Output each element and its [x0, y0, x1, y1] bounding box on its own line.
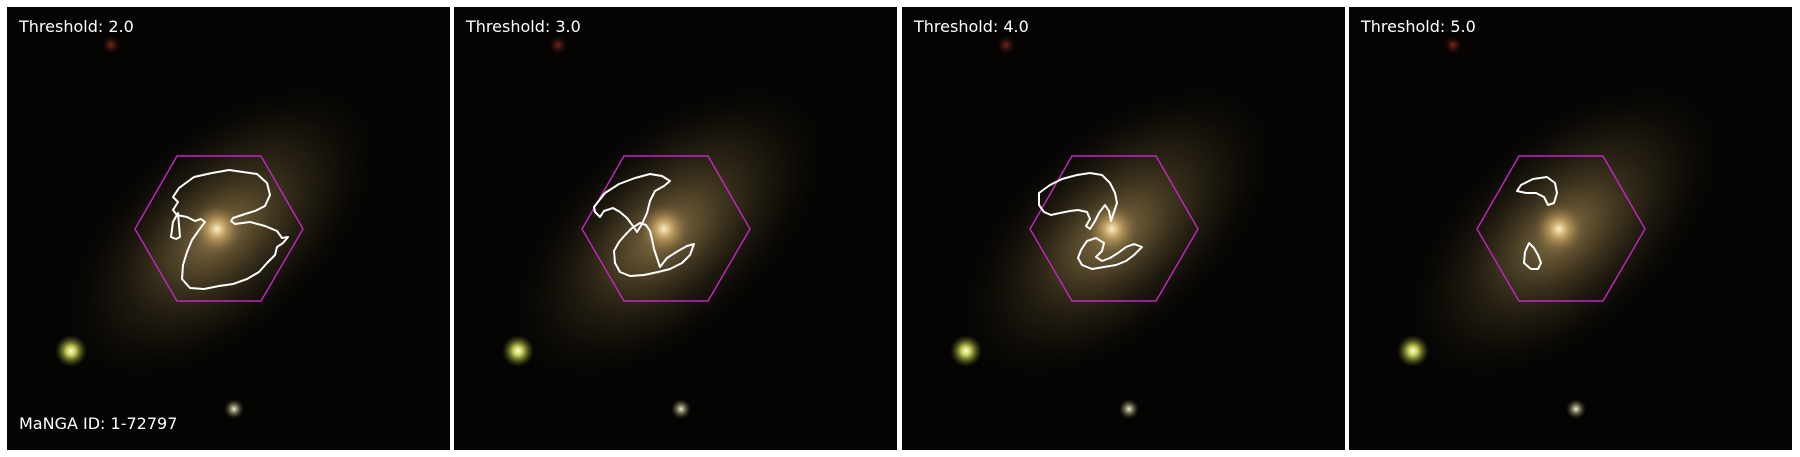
galaxy-core	[1533, 203, 1585, 255]
red-star	[997, 36, 1015, 54]
faint-star	[1566, 399, 1586, 419]
galaxy-image	[52, 36, 392, 419]
faint-star	[1119, 399, 1139, 419]
ifu-hexagon	[1029, 155, 1199, 302]
red-star	[102, 36, 120, 54]
bright-star	[502, 335, 534, 367]
threshold-contour	[613, 222, 695, 277]
ifu-hexagon	[134, 155, 304, 302]
red-star	[1444, 36, 1462, 54]
faint-star	[671, 399, 691, 419]
threshold-contour	[1516, 176, 1558, 206]
manga-id-label: MaNGA ID: 1-72797	[19, 414, 178, 433]
threshold-contour	[1077, 237, 1143, 270]
galaxy-core	[1086, 203, 1138, 255]
threshold-contour	[593, 173, 671, 233]
threshold-contour	[1038, 172, 1118, 230]
galaxy-panel-4: Threshold: 5.0	[1349, 7, 1792, 450]
galaxy-panel-2: Threshold: 3.0	[454, 7, 897, 450]
galaxy-image	[947, 36, 1287, 419]
galaxy-panel-1: Threshold: 2.0 MaNGA ID: 1-72797	[7, 7, 450, 450]
threshold-contour	[170, 212, 181, 240]
threshold-label: Threshold: 2.0	[19, 17, 134, 36]
bright-star	[950, 335, 982, 367]
threshold-label: Threshold: 3.0	[466, 17, 581, 36]
bright-star	[1397, 335, 1429, 367]
ifu-hexagon	[581, 155, 751, 302]
red-star	[549, 36, 567, 54]
galaxy-panel-3: Threshold: 4.0	[902, 7, 1345, 450]
ifu-hexagon	[1476, 155, 1646, 302]
galaxy-image	[499, 36, 839, 419]
threshold-contour	[1523, 242, 1542, 270]
galaxy-core	[638, 203, 690, 255]
galaxy-image	[1394, 36, 1734, 419]
galaxy-core	[191, 203, 243, 255]
threshold-label: Threshold: 5.0	[1361, 17, 1476, 36]
faint-star	[224, 399, 244, 419]
threshold-contour	[172, 169, 289, 290]
threshold-label: Threshold: 4.0	[914, 17, 1029, 36]
bright-star	[55, 335, 87, 367]
